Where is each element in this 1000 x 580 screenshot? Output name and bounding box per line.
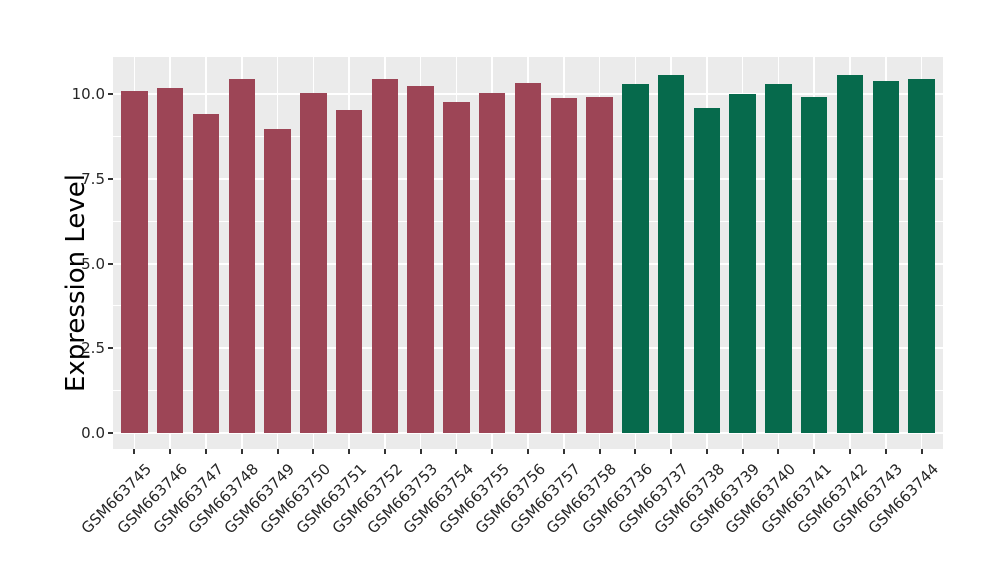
y-tick-mark: [108, 93, 113, 96]
bar-GSM663756: [514, 82, 542, 433]
plot-panel: [113, 57, 943, 449]
y-tick-label-10.0: 10.0: [71, 85, 105, 104]
y-tick-label-7.5: 7.5: [81, 169, 105, 188]
x-tick-mark: [777, 449, 780, 454]
y-tick-label-2.5: 2.5: [81, 339, 105, 358]
bar-GSM663741: [800, 97, 828, 433]
bar-GSM663752: [371, 79, 399, 433]
x-tick-mark: [133, 449, 136, 454]
bar-GSM663743: [872, 81, 899, 433]
bar-GSM663737: [657, 75, 685, 433]
x-tick-mark: [920, 449, 923, 454]
x-tick-mark: [527, 449, 529, 454]
x-tick-mark: [813, 449, 816, 454]
bar-GSM663746: [156, 88, 184, 433]
bar-GSM663748: [228, 79, 256, 433]
x-tick-mark: [741, 449, 744, 454]
bar-GSM663745: [121, 90, 148, 433]
x-tick-mark: [705, 449, 708, 454]
x-tick-mark: [634, 449, 637, 454]
bar-GSM663757: [550, 97, 578, 433]
x-tick-mark: [884, 449, 887, 454]
x-tick-mark: [312, 449, 315, 454]
y-tick-label-5.0: 5.0: [81, 254, 105, 273]
x-tick-mark: [169, 449, 172, 454]
x-tick-mark: [348, 449, 351, 454]
bar-GSM663747: [192, 113, 220, 433]
x-tick-mark: [491, 449, 494, 454]
bar-GSM663751: [335, 109, 363, 433]
bar-GSM663750: [300, 93, 327, 433]
x-tick-mark: [562, 449, 565, 454]
bar-GSM663738: [693, 107, 721, 433]
x-tick-mark: [455, 449, 458, 454]
bar-GSM663749: [264, 128, 291, 433]
x-tick-mark: [670, 449, 673, 454]
x-tick-mark: [598, 449, 601, 454]
bar-GSM663739: [729, 93, 756, 433]
y-tick-mark: [108, 432, 113, 434]
bar-GSM663754: [443, 101, 470, 433]
bar-GSM663736: [622, 84, 649, 433]
y-tick-mark: [108, 177, 113, 180]
x-tick-mark: [848, 449, 851, 454]
bar-GSM663744: [908, 79, 935, 433]
x-tick-mark: [205, 449, 208, 454]
y-tick-mark: [108, 347, 113, 350]
bar-GSM663742: [836, 75, 864, 433]
bar-GSM663755: [478, 93, 506, 433]
y-tick-mark: [108, 262, 113, 265]
bar-GSM663740: [765, 84, 792, 433]
bar-GSM663753: [407, 85, 434, 433]
x-tick-mark: [419, 449, 422, 454]
y-axis: 0.0 2.5 5.0 7.5 10.0: [0, 57, 113, 449]
bar-GSM663758: [586, 96, 613, 433]
x-tick-mark: [276, 449, 279, 454]
x-tick-mark: [240, 449, 243, 454]
x-axis: GSM663745 GSM663746 GSM663747 GSM663748 GSM6…: [78, 449, 943, 580]
x-tick-mark: [383, 449, 386, 454]
y-tick-label-0.0: 0.0: [81, 424, 105, 442]
